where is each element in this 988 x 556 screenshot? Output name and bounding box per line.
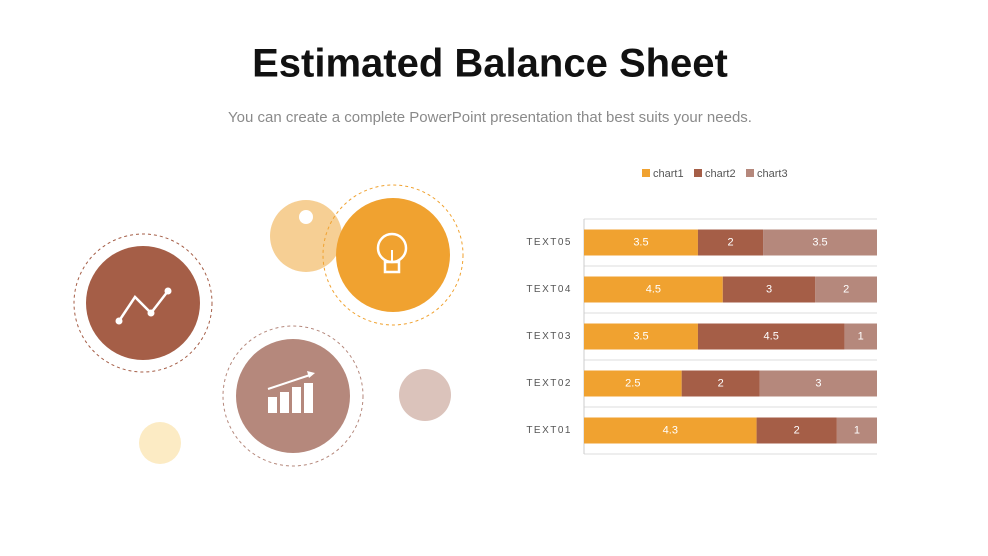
data-label: 4.5 xyxy=(646,283,661,295)
bar-segment xyxy=(763,229,877,256)
bar-segment xyxy=(584,323,698,350)
data-label: 2 xyxy=(727,236,733,248)
bar-segment xyxy=(584,370,682,397)
bar-segment xyxy=(697,229,764,256)
legend-label: chart3 xyxy=(757,168,788,180)
legend-label: chart1 xyxy=(653,168,684,180)
decoration xyxy=(73,184,464,467)
bar-segment xyxy=(756,417,837,444)
data-label: 2.5 xyxy=(625,377,640,389)
bar-segment xyxy=(722,276,816,303)
data-label: 3.5 xyxy=(633,330,648,342)
bar-segment xyxy=(584,229,698,256)
data-label: 1 xyxy=(854,424,860,436)
legend-swatch xyxy=(642,169,650,177)
y-tick-label: TEXT02 xyxy=(526,378,572,389)
bar-segment xyxy=(584,417,757,444)
legend-swatch xyxy=(746,169,754,177)
data-label: 3.5 xyxy=(812,236,827,248)
bar-segment xyxy=(815,276,877,303)
data-label: 3 xyxy=(815,377,821,389)
data-label: 4.5 xyxy=(764,330,779,342)
legend-swatch xyxy=(694,169,702,177)
data-label: 3.5 xyxy=(633,236,648,248)
y-tick-label: TEXT05 xyxy=(526,237,572,248)
title: Estimated Balance Sheet xyxy=(252,42,728,86)
bar-segment xyxy=(759,370,877,397)
y-tick-label: TEXT03 xyxy=(526,331,572,342)
data-label: 2 xyxy=(718,377,724,389)
subtitle: You can create a complete PowerPoint pre… xyxy=(228,109,752,126)
bar-segment xyxy=(584,276,723,303)
y-tick-label: TEXT01 xyxy=(526,425,572,436)
bar-segment xyxy=(697,323,845,350)
legend-label: chart2 xyxy=(705,168,736,180)
y-tick-label: TEXT04 xyxy=(526,284,572,295)
bar-segment xyxy=(844,323,877,350)
bar-segment xyxy=(836,417,877,444)
data-label: 4.3 xyxy=(663,424,678,436)
data-label: 3 xyxy=(766,283,772,295)
bar-segment xyxy=(681,370,760,397)
data-label: 1 xyxy=(858,330,864,342)
data-label: 2 xyxy=(843,283,849,295)
data-label: 2 xyxy=(794,424,800,436)
